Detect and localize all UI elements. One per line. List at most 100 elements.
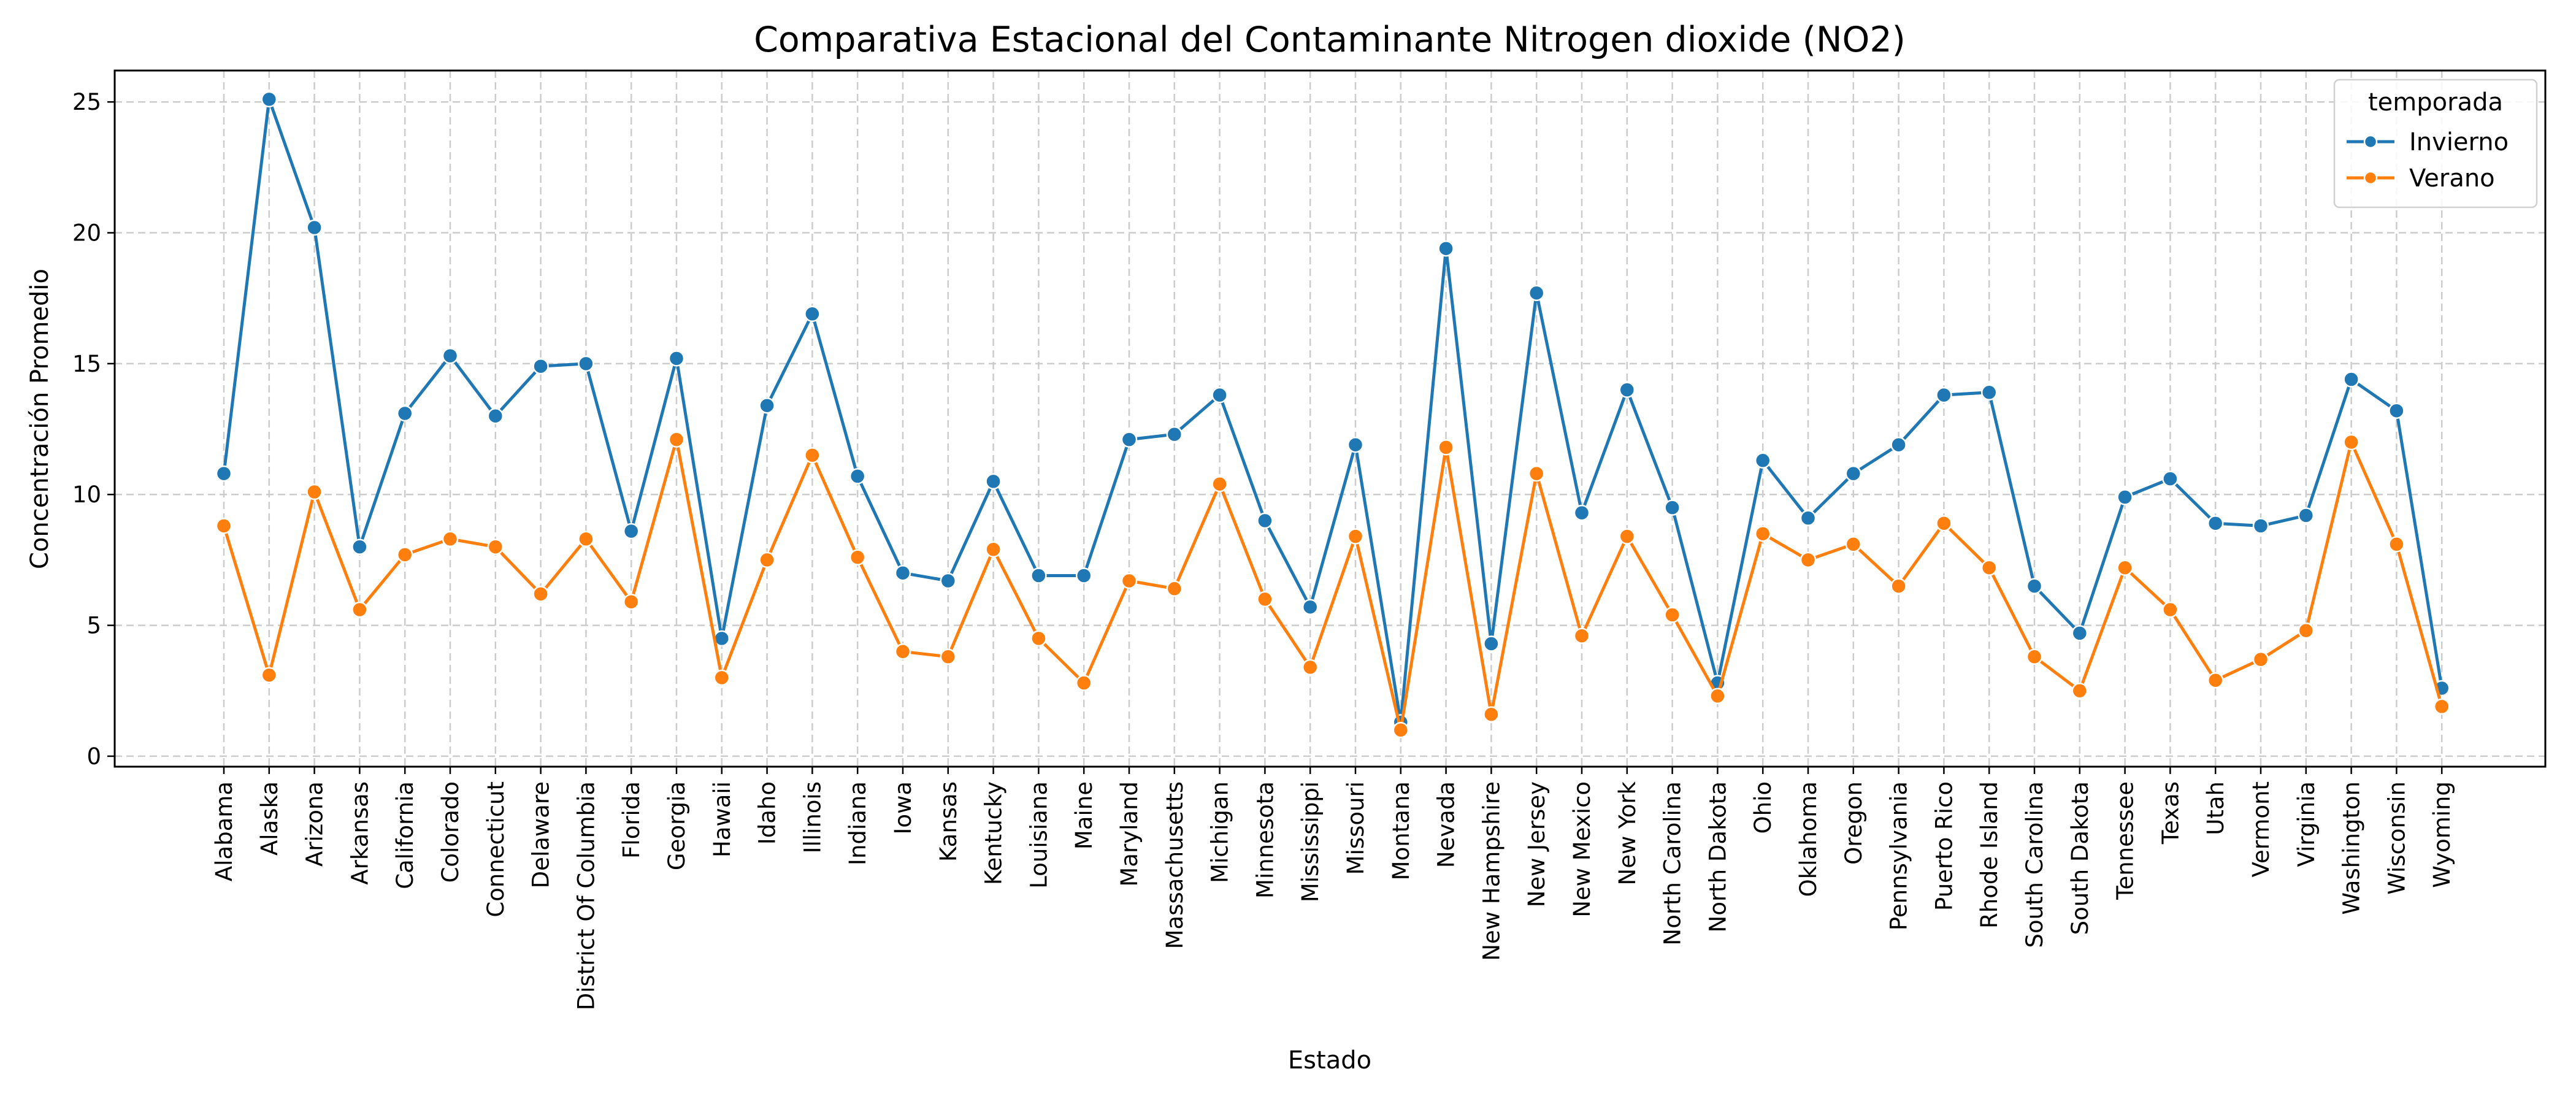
data-point-verano-alaska [261, 667, 278, 683]
data-point-verano-south-carolina [2026, 648, 2043, 665]
data-point-verano-new-mexico [1573, 627, 1590, 644]
data-point-verano-north-carolina [1664, 607, 1681, 623]
x-tick-label: Iowa [890, 781, 916, 834]
y-tick-label: 25 [72, 89, 101, 115]
x-tick-label: Ohio [1750, 781, 1776, 834]
data-point-invierno-rhode-island [1980, 384, 1998, 401]
x-tick-label: New Jersey [1524, 781, 1550, 907]
data-point-verano-district-of-columbia [578, 531, 594, 548]
data-point-invierno-massachusetts [1166, 426, 1183, 443]
data-point-verano-iowa [894, 643, 911, 660]
data-point-verano-louisiana [1030, 630, 1047, 647]
data-point-verano-new-york [1619, 528, 1636, 545]
data-point-verano-indiana [849, 549, 866, 565]
data-point-invierno-washington [2343, 371, 2359, 388]
y-tick-label: 0 [86, 743, 101, 770]
data-point-invierno-georgia [668, 350, 685, 367]
data-point-verano-rhode-island [1980, 559, 1998, 576]
data-point-verano-idaho [759, 551, 775, 569]
data-point-verano-south-dakota [2071, 683, 2088, 699]
data-point-verano-alabama [215, 518, 232, 534]
data-point-verano-connecticut [487, 539, 504, 555]
x-tick-label: Pennsylvania [1886, 781, 1912, 930]
data-point-invierno-puerto-rico [1936, 386, 1952, 404]
x-tick-label: Kentucky [981, 781, 1007, 885]
data-point-verano-georgia [668, 431, 685, 448]
x-tick-label: Vermont [2248, 781, 2274, 877]
data-point-verano-florida [623, 593, 640, 610]
x-tick-label: Missouri [1343, 781, 1369, 875]
y-tick-label: 15 [72, 351, 101, 377]
x-tick-label: Arizona [302, 781, 328, 867]
x-tick-label: Arkansas [347, 781, 373, 885]
x-tick-label: Michigan [1207, 781, 1233, 883]
data-point-invierno-vermont [2252, 518, 2269, 534]
x-tick-label: New Hampshire [1478, 781, 1505, 961]
data-point-verano-montana [1392, 722, 1409, 738]
chart-title: Comparativa Estacional del Contaminante … [754, 20, 1906, 60]
data-point-verano-missouri [1347, 528, 1364, 545]
x-tick-label: Montana [1388, 781, 1414, 880]
data-point-verano-tennessee [2117, 559, 2133, 576]
data-point-invierno-wisconsin [2388, 402, 2405, 419]
x-tick-label: Utah [2202, 781, 2229, 835]
data-point-invierno-utah [2207, 515, 2224, 532]
legend-label-verano: Verano [2409, 164, 2495, 193]
legend-box [2333, 79, 2538, 209]
data-point-invierno-north-carolina [1664, 499, 1681, 516]
data-point-verano-oregon [1845, 536, 1862, 553]
data-point-invierno-connecticut [487, 407, 504, 424]
data-point-invierno-oklahoma [1800, 510, 1817, 526]
data-point-verano-maine [1075, 675, 1092, 691]
x-tick-label: Hawaii [709, 781, 735, 857]
x-axis: Alabama Alaska Arizona Arkansas California Co… [211, 767, 2455, 1010]
data-point-invierno-alaska [261, 91, 278, 108]
legend-marker-verano [2363, 171, 2378, 185]
x-tick-label: Oklahoma [1795, 781, 1822, 897]
x-tick-label: New Mexico [1569, 781, 1595, 918]
y-tick-label: 20 [72, 220, 101, 247]
x-tick-label: Wisconsin [2383, 781, 2410, 895]
data-point-verano-arizona [306, 483, 323, 500]
x-tick-label: Georgia [664, 781, 690, 870]
series-line-verano [222, 438, 2444, 732]
data-point-invierno-mississippi [1301, 599, 1319, 615]
data-point-verano-new-hampshire [1483, 706, 1500, 723]
data-point-invierno-kansas [940, 572, 957, 589]
data-point-invierno-louisiana [1030, 567, 1047, 584]
legend-marker-invierno [2363, 134, 2378, 149]
x-tick-label: Maryland [1116, 781, 1143, 887]
data-point-verano-texas [2162, 601, 2179, 618]
data-point-invierno-arkansas [351, 539, 368, 555]
grid [115, 71, 2545, 767]
data-point-invierno-michigan [1211, 386, 1228, 404]
data-point-invierno-maine [1075, 567, 1092, 584]
x-tick-label: Oregon [1841, 781, 1867, 865]
data-point-invierno-maryland [1121, 431, 1138, 448]
data-point-invierno-missouri [1347, 436, 1364, 453]
data-point-verano-virginia [2298, 622, 2315, 639]
x-tick-label: New York [1614, 781, 1641, 885]
x-tick-label: Washington [2339, 781, 2365, 914]
x-axis-title: Estado [1288, 1046, 1371, 1075]
data-point-invierno-texas [2162, 470, 2179, 487]
data-point-verano-hawaii [713, 669, 730, 686]
data-point-verano-north-dakota [1709, 688, 1726, 705]
data-point-verano-nevada [1438, 439, 1454, 456]
data-point-invierno-alabama [215, 465, 232, 482]
x-tick-label: Texas [2157, 781, 2183, 845]
legend-label-invierno: Invierno [2409, 128, 2509, 156]
x-tick-label: Louisiana [1025, 781, 1052, 889]
data-point-invierno-colorado [442, 347, 459, 364]
x-tick-label: South Dakota [2067, 781, 2093, 935]
x-tick-label: Wyoming [2429, 781, 2455, 888]
data-point-verano-maryland [1121, 572, 1138, 589]
data-point-invierno-indiana [849, 468, 866, 485]
x-tick-label: Idaho [754, 781, 781, 845]
data-point-invierno-ohio [1754, 452, 1771, 469]
x-tick-label: Illinois [799, 781, 826, 853]
data-point-invierno-new-jersey [1528, 285, 1545, 301]
data-point-invierno-district-of-columbia [578, 355, 594, 372]
x-tick-label: California [392, 781, 418, 889]
x-tick-label: Massachusetts [1162, 781, 1188, 949]
